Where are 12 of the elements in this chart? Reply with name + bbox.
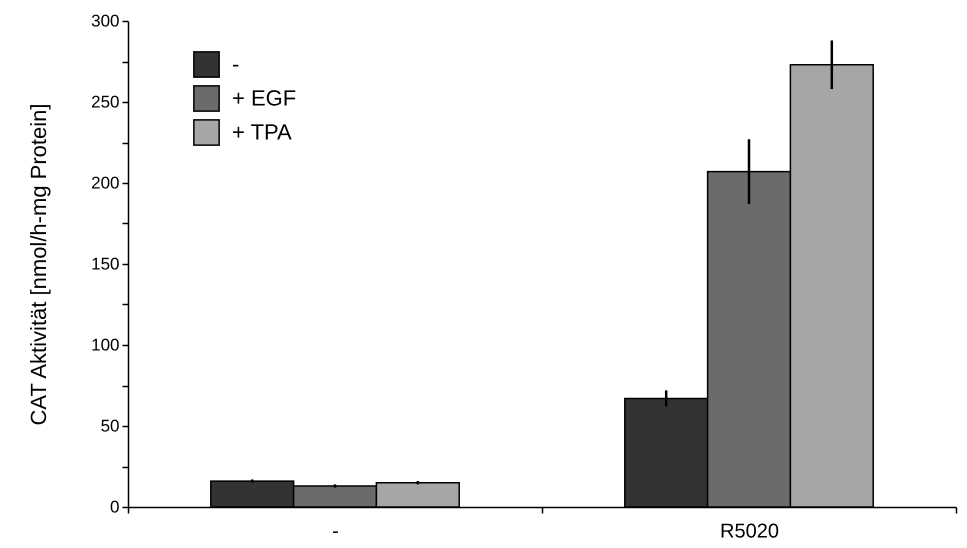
y-tick-label: 150 xyxy=(91,254,120,274)
legend-label: - xyxy=(232,52,240,76)
legend-label: + TPA xyxy=(232,120,292,144)
y-tick-label: 50 xyxy=(100,416,120,436)
y-tick-label: 300 xyxy=(91,12,120,30)
y-tick-label: 200 xyxy=(91,174,120,192)
y-axis-title: CAT Aktivität [nmol/h-mg Protein] xyxy=(26,104,52,426)
y-tick-label: 100 xyxy=(91,336,120,354)
y-tick-label: 250 xyxy=(91,92,120,112)
legend-label: + EGF xyxy=(232,86,296,110)
y-tick-label: 0 xyxy=(110,498,120,516)
x-tick-label: R5020 xyxy=(720,520,779,542)
